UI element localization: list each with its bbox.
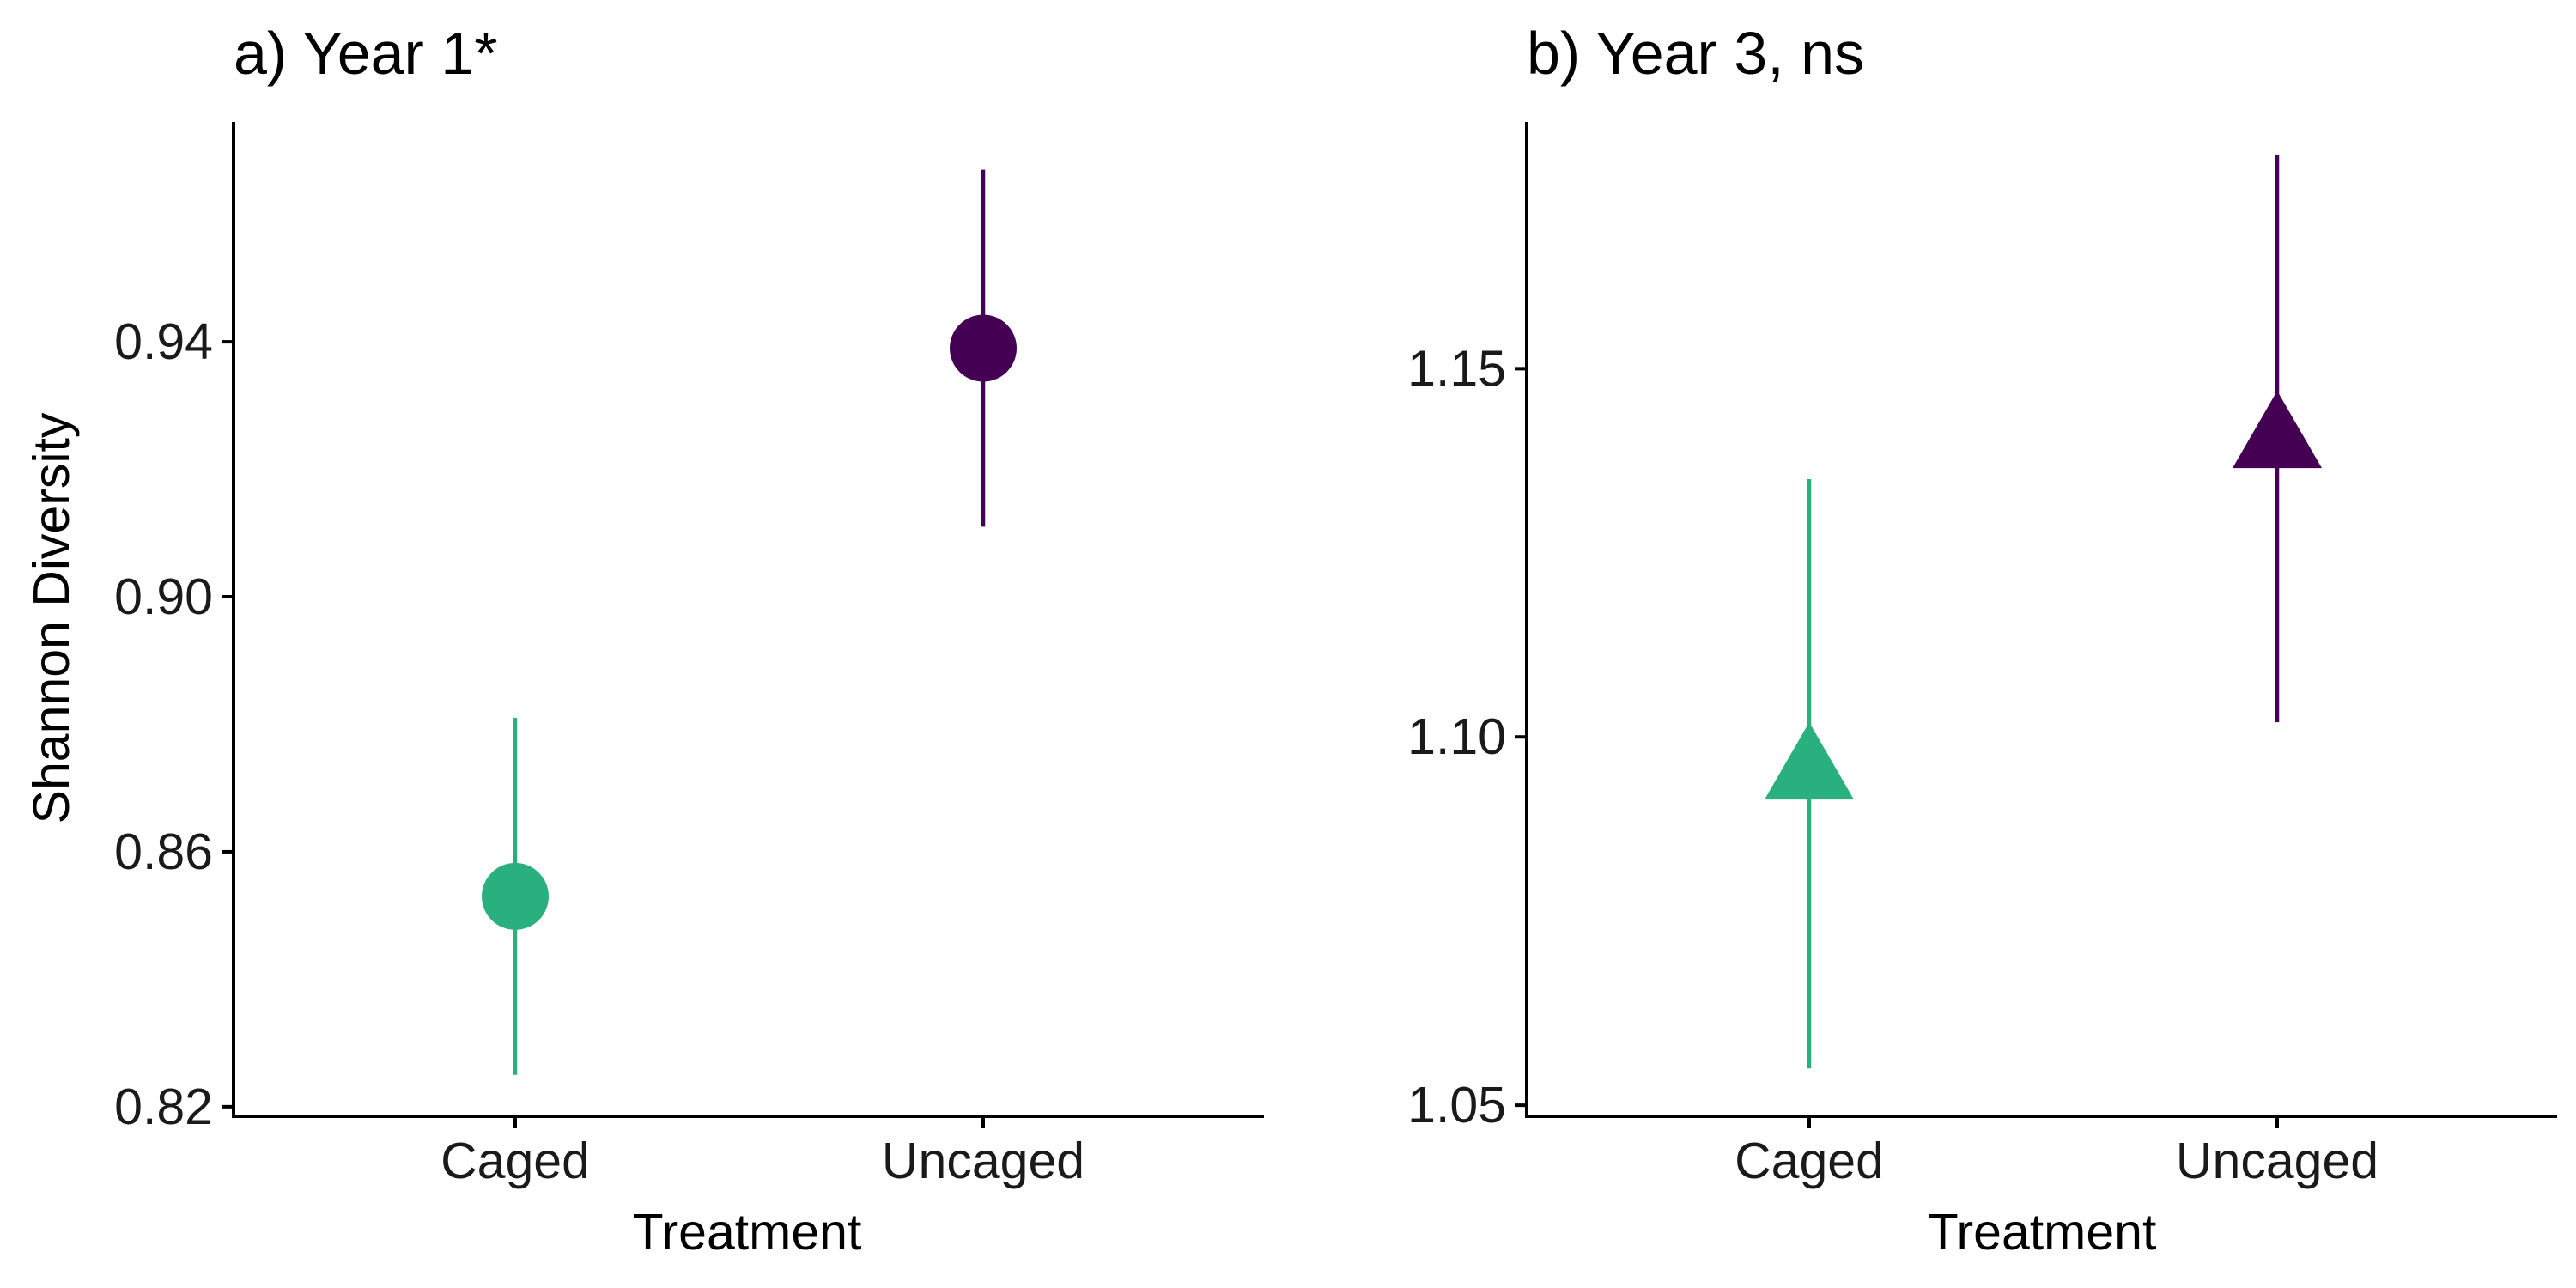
y-tick-label: 1.15 [1407, 340, 1506, 397]
panel-year-1: a) Year 1* Shannon Diversity Treatment 0… [23, 20, 1264, 1261]
y-axis-title: Shannon Diversity [23, 412, 80, 823]
x-tick-label: Caged [1735, 1133, 1884, 1189]
y-tick-label: 1.05 [1407, 1077, 1506, 1133]
panel-title: b) Year 3, ns [1527, 20, 1864, 87]
y-tick-label: 0.94 [114, 313, 213, 370]
data-point [950, 314, 1017, 382]
data-point [1765, 722, 1854, 800]
y-tick-label: 1.10 [1407, 708, 1506, 765]
x-tick-label: Uncaged [2176, 1133, 2379, 1189]
y-tick-label: 0.90 [114, 568, 213, 625]
data-point [2233, 391, 2322, 469]
y-tick-label: 0.86 [114, 823, 213, 880]
x-axis-title: Treatment [1928, 1204, 2157, 1261]
y-tick-label: 0.82 [114, 1078, 213, 1135]
panel-year-3: b) Year 3, ns Treatment 1.05 1.10 1.15 Cage… [1407, 20, 2557, 1261]
data-point [482, 862, 549, 930]
x-axis-title: Treatment [633, 1204, 862, 1261]
x-tick-label: Uncaged [882, 1133, 1084, 1189]
x-tick-label: Caged [440, 1133, 590, 1189]
panel-title: a) Year 1* [234, 20, 497, 87]
